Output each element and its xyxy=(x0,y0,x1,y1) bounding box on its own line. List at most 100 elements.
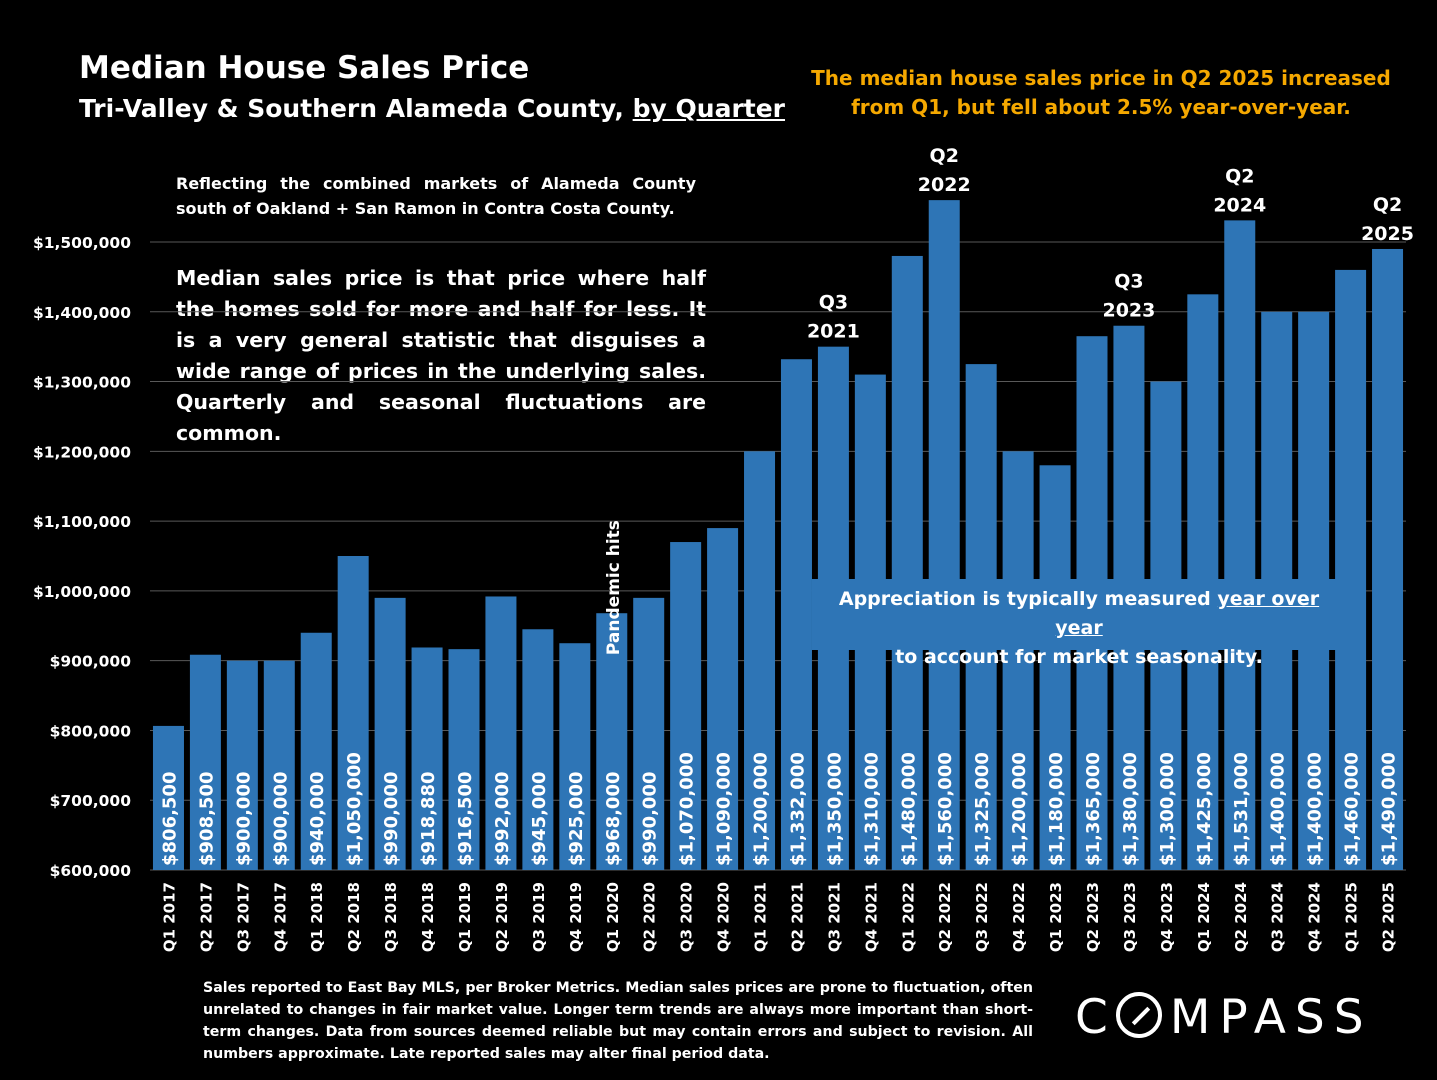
bar-value-label: $1,490,000 xyxy=(1379,752,1400,866)
bar-value-label: $916,500 xyxy=(455,771,476,866)
x-tick-label: Q1 2017 xyxy=(160,882,178,952)
peak-annotation: Q2 xyxy=(1225,165,1254,187)
x-tick-label: Q4 2022 xyxy=(1010,882,1028,952)
x-tick-label: Q2 2024 xyxy=(1232,882,1250,952)
bar-value-label: $1,350,000 xyxy=(824,752,845,866)
x-tick-label: Q2 2021 xyxy=(788,882,806,952)
bar xyxy=(670,542,702,870)
x-tick-label: Q4 2018 xyxy=(419,882,437,952)
chart-title: Median House Sales Price xyxy=(79,50,530,86)
peak-annotation: Q3 xyxy=(819,292,848,314)
bar xyxy=(300,632,332,870)
x-tick-label: Q3 2017 xyxy=(234,882,252,952)
bar xyxy=(1335,269,1367,870)
bar xyxy=(411,647,443,870)
bar-value-label: $1,070,000 xyxy=(677,752,698,866)
x-tick-label: Q2 2019 xyxy=(493,882,511,952)
x-tick-label: Q1 2022 xyxy=(899,882,917,952)
bar-value-label: $1,050,000 xyxy=(344,752,365,866)
subtitle-main: Tri-Valley & Southern Alameda County, xyxy=(79,94,633,123)
callout-underlined: year over year xyxy=(1055,588,1320,639)
y-tick-label: $1,300,000 xyxy=(33,374,131,392)
bar-value-label: $992,000 xyxy=(492,771,513,866)
x-tick-label: Q1 2018 xyxy=(308,882,326,952)
y-tick-label: $800,000 xyxy=(50,722,132,740)
bar-value-label: $908,500 xyxy=(196,771,217,866)
y-tick-label: $900,000 xyxy=(50,653,132,671)
peak-annotation: 2023 xyxy=(1102,300,1155,322)
bar xyxy=(485,596,517,870)
bar xyxy=(337,556,369,870)
bar-value-label: $1,400,000 xyxy=(1268,752,1289,866)
appreciation-callout: Appreciation is typically measured year … xyxy=(812,579,1346,668)
logo-rest: MPASS xyxy=(1169,990,1373,1045)
bar-value-label: $1,380,000 xyxy=(1120,752,1141,866)
x-tick-label: Q3 2021 xyxy=(825,882,843,952)
bar xyxy=(448,649,480,870)
y-tick-label: $1,200,000 xyxy=(33,443,131,461)
bar-value-label: $1,200,000 xyxy=(1009,752,1030,866)
bar-value-label: $1,300,000 xyxy=(1157,752,1178,866)
x-tick-label: Q2 2023 xyxy=(1084,882,1102,952)
logo-c: C xyxy=(1075,990,1116,1045)
bar-value-label: $1,325,000 xyxy=(972,752,993,866)
bar xyxy=(522,629,554,870)
bar xyxy=(596,613,628,870)
bar-value-label: $1,310,000 xyxy=(861,752,882,866)
bar xyxy=(263,660,295,870)
y-tick-label: $1,100,000 xyxy=(33,513,131,531)
bar xyxy=(633,597,665,870)
bar-value-label: $1,425,000 xyxy=(1194,752,1215,866)
y-tick-label: $700,000 xyxy=(50,792,132,810)
x-tick-label: Q4 2023 xyxy=(1158,882,1176,952)
bar-value-label: $900,000 xyxy=(270,771,291,866)
bar-value-label: $968,000 xyxy=(603,771,624,866)
peak-annotation: 2021 xyxy=(807,321,860,343)
x-tick-label: Q4 2017 xyxy=(271,882,289,952)
bar-value-label: $940,000 xyxy=(307,771,328,866)
bar xyxy=(707,528,739,870)
bar-value-label: $806,500 xyxy=(159,771,180,866)
bar-value-label: $925,000 xyxy=(566,771,587,866)
y-tick-label: $600,000 xyxy=(50,862,132,880)
footer-disclaimer: Sales reported to East Bay MLS, per Brok… xyxy=(203,980,1033,1062)
x-tick-label: Q3 2020 xyxy=(678,882,696,952)
bar xyxy=(928,200,960,871)
bar-value-label: $918,880 xyxy=(418,771,439,866)
peak-annotation: Q3 xyxy=(1114,271,1143,293)
bar xyxy=(559,643,591,870)
x-tick-label: Q2 2018 xyxy=(345,882,363,952)
peak-annotation: 2024 xyxy=(1213,194,1266,216)
combined-markets-note: Reflecting the combined markets of Alame… xyxy=(176,174,696,218)
bar-value-label: $945,000 xyxy=(529,771,550,866)
peak-annotation: Q2 xyxy=(930,145,959,167)
subtitle-underlined: by Quarter xyxy=(632,94,786,123)
x-tick-label: Q2 2017 xyxy=(197,882,215,952)
x-tick-label: Q3 2019 xyxy=(530,882,548,952)
bar xyxy=(780,359,812,870)
pandemic-annotation: Pandemic hits xyxy=(604,520,624,655)
y-tick-label: $1,000,000 xyxy=(33,583,131,601)
bar-value-label: $1,400,000 xyxy=(1305,752,1326,866)
bar xyxy=(1039,465,1071,870)
headline-note: The median house sales price in Q2 2025 … xyxy=(811,66,1391,119)
bar xyxy=(152,725,184,870)
x-tick-label: Q2 2025 xyxy=(1380,882,1398,952)
x-tick-label: Q1 2021 xyxy=(752,882,770,952)
x-tick-label: Q2 2022 xyxy=(936,882,954,952)
x-tick-label: Q1 2025 xyxy=(1343,882,1361,952)
peak-annotation: 2025 xyxy=(1361,223,1414,245)
x-tick-label: Q2 2020 xyxy=(641,882,659,952)
compass-logo: C MPASS xyxy=(1075,990,1373,1045)
x-tick-label: Q3 2022 xyxy=(973,882,991,952)
y-tick-label: $1,500,000 xyxy=(33,234,131,252)
bar-value-label: $1,531,000 xyxy=(1231,752,1252,866)
peak-annotation: Q2 xyxy=(1373,194,1402,216)
logo-o-icon xyxy=(1115,992,1162,1038)
callout-part2: to account for market seasonality. xyxy=(895,646,1263,668)
bar-value-label: $1,480,000 xyxy=(898,752,919,866)
x-tick-label: Q4 2021 xyxy=(862,882,880,952)
bar xyxy=(891,255,923,870)
bar-value-label: $1,180,000 xyxy=(1046,752,1067,866)
